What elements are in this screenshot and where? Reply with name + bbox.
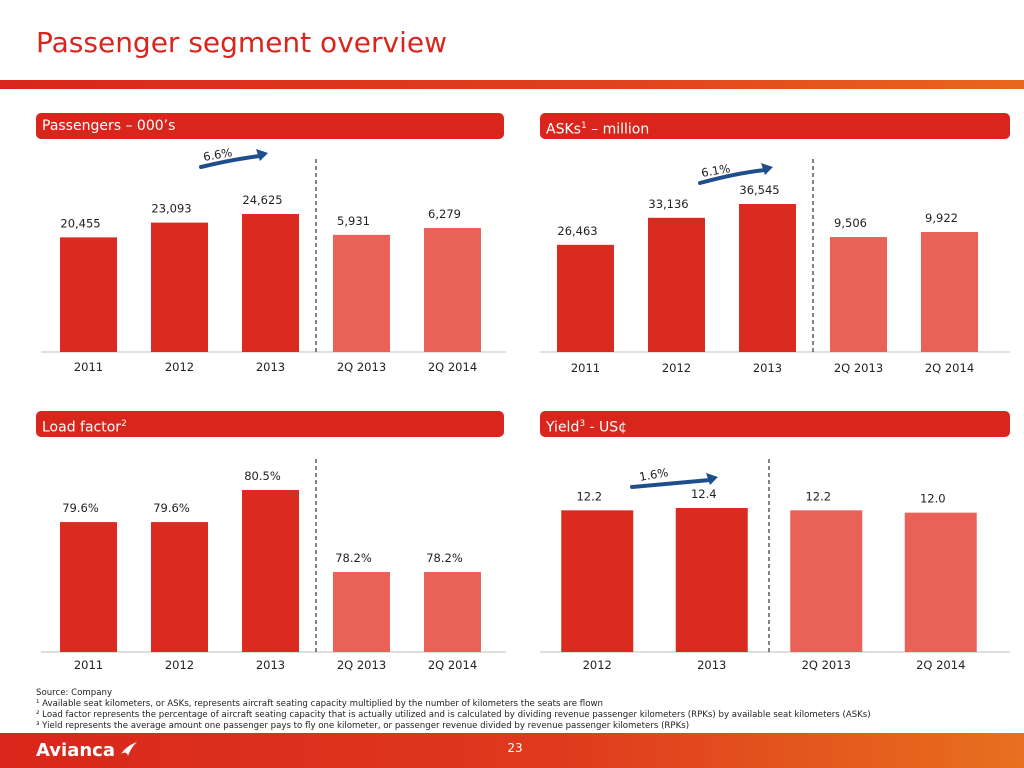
asks-bar-4 [921,232,978,352]
panel-header-passengers: Passengers – 000’s [36,113,504,139]
footnote-2: ² Load factor represents the percentage … [36,710,871,720]
panel-title-load-factor-sup: 2 [121,419,127,429]
panel-title-yield-sup: 3 [579,419,586,429]
footnote-3: ³ Yield represents the average amount on… [36,721,690,731]
asks-category-label-1: 2012 [662,361,691,375]
yield-category-label-3: 2Q 2014 [916,658,965,672]
panel-title-load-factor: Load factor [42,419,122,436]
asks-bar-3 [830,237,887,352]
yield-value-label-2: 12.2 [805,489,831,503]
chart-yield: 12.2 2012 12.4 2013 12.2 2Q 2013 12.0 2Q 2014 1.… [540,459,1010,672]
asks-category-label-0: 2011 [571,361,600,375]
passengers-value-label-4: 6,279 [428,207,461,221]
yield-growth-label: 1.6% [638,465,669,484]
passengers-bar-1 [151,222,208,352]
panel-header-asks: ASKs1 – million [540,113,1010,139]
passengers-growth-arrow [199,154,262,169]
passengers-growth-label: 6.6% [202,145,233,164]
asks-bar-1 [648,217,705,352]
passengers-category-label-3: 2Q 2013 [337,360,386,374]
asks-value-label-3: 9,506 [834,216,867,230]
panel-title-yield-suffix: - US¢ [585,419,628,436]
panel-title-asks-suffix: – million [586,121,650,138]
passengers-category-label-0: 2011 [74,360,103,374]
asks-category-label-4: 2Q 2014 [925,361,974,375]
footer-bar [0,733,1024,768]
panel-title-asks-sup: 1 [580,121,587,131]
panel-header-yield: Yield3 - US¢ [540,411,1010,437]
load-factor-value-label-4: 78.2% [426,551,463,565]
passengers-growth-arrow-head [256,149,268,161]
passengers-bar-0 [60,237,117,352]
asks-category-label-3: 2Q 2013 [834,361,883,375]
page-number: 23 [507,741,523,755]
load-factor-bar-3 [333,572,390,652]
asks-growth-label: 6.1% [700,161,731,180]
yield-value-label-3: 12.0 [920,492,946,506]
passengers-category-label-2: 2013 [256,360,285,374]
load-factor-bar-2 [242,490,299,652]
yield-growth-arrow-head [706,473,718,485]
load-factor-category-label-4: 2Q 2014 [428,658,477,672]
asks-bar-2 [739,204,796,352]
asks-bar-0 [557,244,614,352]
yield-category-label-2: 2Q 2013 [802,658,851,672]
passengers-category-label-1: 2012 [165,360,194,374]
load-factor-value-label-2: 80.5% [244,469,281,483]
asks-category-label-2: 2013 [753,361,782,375]
yield-bar-0 [561,510,634,652]
passengers-bar-3 [333,234,390,352]
load-factor-category-label-2: 2013 [256,658,285,672]
passengers-category-label-4: 2Q 2014 [428,360,477,374]
passengers-value-label-2: 24,625 [242,193,282,207]
avianca-logo: Avianca [36,738,139,762]
panel-title-passengers: Passengers – 000’s [42,118,176,134]
load-factor-bar-1 [151,522,208,652]
yield-category-label-0: 2012 [583,658,612,672]
chart-passengers: 20,455 2011 23,093 2012 24,625 2013 5,931 2Q 20… [41,145,506,374]
asks-value-label-4: 9,922 [925,211,958,225]
passengers-bar-2 [242,214,299,352]
panel-header-load-factor: Load factor2 [36,411,504,437]
asks-value-label-1: 33,136 [648,197,688,211]
load-factor-bar-4 [424,572,481,652]
logo-bird-icon [120,742,137,756]
page-title: Passenger segment overview [36,26,447,59]
yield-bar-3 [904,512,977,652]
yield-value-label-0: 12.2 [576,489,602,503]
yield-value-label-1: 12.4 [691,487,717,501]
title-rule [0,80,1024,89]
passengers-value-label-1: 23,093 [151,202,191,216]
passengers-value-label-3: 5,931 [337,214,370,228]
panel-title-asks: ASKs [546,121,581,138]
passengers-value-label-0: 20,455 [60,216,100,230]
asks-growth-arrow-head [761,163,773,175]
panel-title-yield: Yield [546,419,580,436]
load-factor-value-label-0: 79.6% [62,501,99,515]
yield-growth-arrow [630,478,712,489]
footnotes: Source: Company ¹ Available seat kilomet… [36,688,871,732]
load-factor-category-label-3: 2Q 2013 [337,658,386,672]
chart-asks: 26,463 2011 33,136 2012 36,545 2013 9,506 2Q 20… [540,159,1010,375]
chart-load-factor: 79.6% 2011 79.6% 2012 80.5% 2013 78.2% 2Q 2013 7… [41,459,506,672]
footnote-source: Source: Company [36,688,113,698]
yield-bar-1 [675,508,748,652]
load-factor-bar-0 [60,522,117,652]
load-factor-value-label-3: 78.2% [335,551,372,565]
asks-value-label-0: 26,463 [557,224,597,238]
yield-category-label-1: 2013 [697,658,726,672]
yield-bar-2 [790,510,863,652]
load-factor-value-label-1: 79.6% [153,501,190,515]
footnote-1: ¹ Available seat kilometers, or ASKs, re… [36,699,603,709]
asks-growth-arrow [698,168,767,185]
logo-text: Avianca [36,739,115,761]
load-factor-category-label-1: 2012 [165,658,194,672]
asks-value-label-2: 36,545 [739,183,779,197]
passengers-bar-4 [424,228,481,352]
load-factor-category-label-0: 2011 [74,658,103,672]
